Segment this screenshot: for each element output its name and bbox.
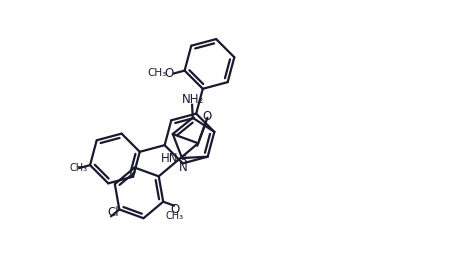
Text: O: O bbox=[203, 110, 212, 123]
Text: Cl: Cl bbox=[107, 206, 119, 219]
Text: S: S bbox=[179, 154, 187, 167]
Text: NH₂: NH₂ bbox=[182, 93, 204, 106]
Text: N: N bbox=[179, 160, 188, 173]
Text: CH₃: CH₃ bbox=[166, 211, 184, 220]
Text: CH₃: CH₃ bbox=[147, 68, 166, 78]
Text: O: O bbox=[164, 66, 173, 79]
Text: CH₃: CH₃ bbox=[69, 163, 88, 173]
Text: HN: HN bbox=[161, 152, 178, 165]
Text: O: O bbox=[170, 203, 180, 216]
